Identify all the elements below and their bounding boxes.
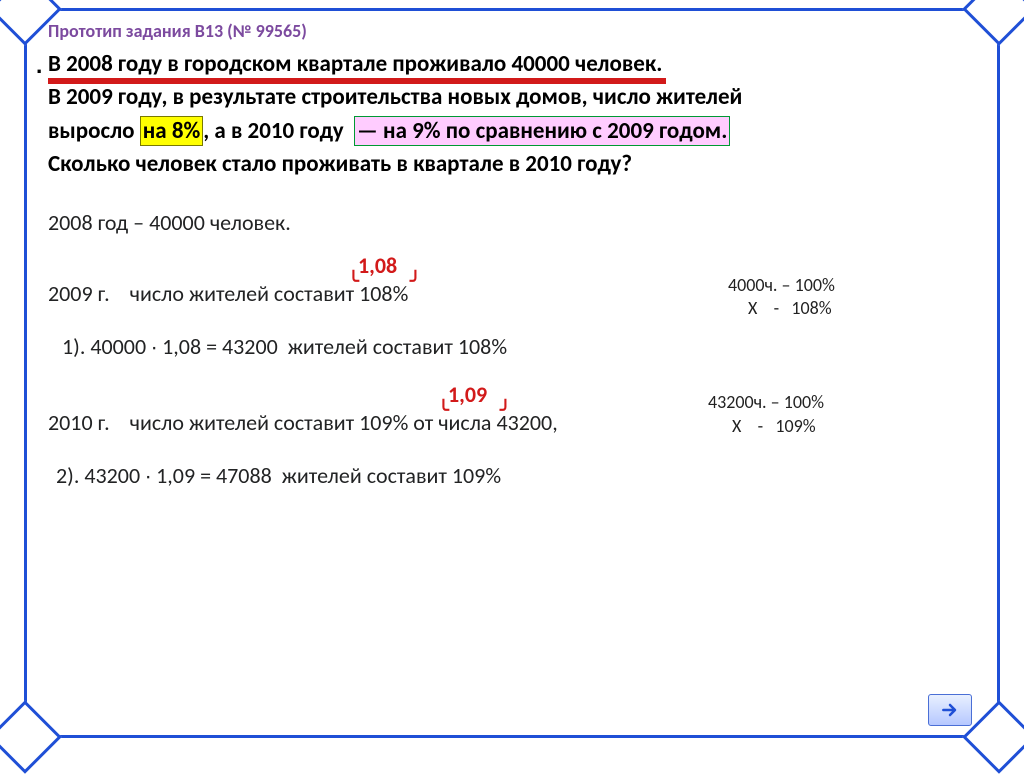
- solution-block: 2008 год – 40000 человек. 1,08 ╰ ╯ 2009 …: [48, 209, 976, 490]
- solution-step1: 1). 40000 ∙ 1,08 = 43200 жителей состави…: [62, 333, 507, 360]
- tick-mark: ╯: [410, 270, 421, 293]
- solution-2010: 2010 г. число жителей составит 109% от ч…: [48, 409, 558, 436]
- row-2010: 1,09 ╰ ╯ 2010 г. число жителей составит …: [48, 409, 976, 438]
- problem-line1: В 2008 году в городском квартале прожива…: [48, 50, 662, 78]
- tick-mark: ╯: [500, 399, 511, 422]
- prop1-line2: Х - 108%: [728, 297, 835, 320]
- prop1-line1: 4000ч. – 100%: [728, 274, 835, 297]
- solution-step2: 2). 43200 ∙ 1,09 = 47088 жителей состави…: [56, 462, 501, 489]
- red-underline: [48, 78, 666, 84]
- prop2-line2: Х - 109%: [708, 415, 824, 438]
- problem-line2b-mid: , а в 2010 году: [203, 117, 354, 145]
- row-step1: 1). 40000 ∙ 1,08 = 43200 жителей состави…: [48, 333, 976, 362]
- prop2-line1: 43200ч. – 100%: [708, 391, 824, 414]
- highlight-yellow: на 8%: [140, 116, 204, 146]
- arrow-right-icon: [940, 700, 960, 720]
- problem-line2b: выросло на 8%, а в 2010 году — на 9% по …: [48, 115, 976, 148]
- factor-108: 1,08: [358, 252, 397, 281]
- proportion-2: 43200ч. – 100% Х - 109%: [708, 391, 824, 438]
- problem-line2a: В 2009 году, в результате строительства …: [48, 81, 976, 114]
- slide-content: Прототип задания B13 (№ 99565) ∙ В 2008 …: [48, 20, 976, 728]
- prototype-title: Прототип задания B13 (№ 99565): [48, 20, 976, 42]
- row-2009: 1,08 ╰ ╯ 2009 г. число жителей составит …: [48, 280, 976, 309]
- bullet-dot: ∙: [36, 56, 42, 89]
- next-button[interactable]: [928, 694, 972, 726]
- highlight-pink: — на 9% по сравнению с 2009 годом.: [354, 116, 730, 146]
- problem-line1-wrap: ∙ В 2008 году в городском квартале прожи…: [48, 48, 662, 81]
- problem-line3: Сколько человек стало проживать в кварта…: [48, 148, 976, 181]
- problem-text: ∙ В 2008 году в городском квартале прожи…: [48, 48, 976, 181]
- proportion-1: 4000ч. – 100% Х - 108%: [728, 274, 835, 321]
- solution-2008: 2008 год – 40000 человек.: [48, 209, 976, 238]
- tick-mark: ╰: [438, 399, 449, 422]
- factor-109: 1,09: [448, 381, 487, 410]
- tick-mark: ╰: [348, 270, 359, 293]
- row-step2: 2). 43200 ∙ 1,09 = 47088 жителей состави…: [48, 462, 976, 491]
- problem-line2b-pre: выросло: [48, 117, 140, 145]
